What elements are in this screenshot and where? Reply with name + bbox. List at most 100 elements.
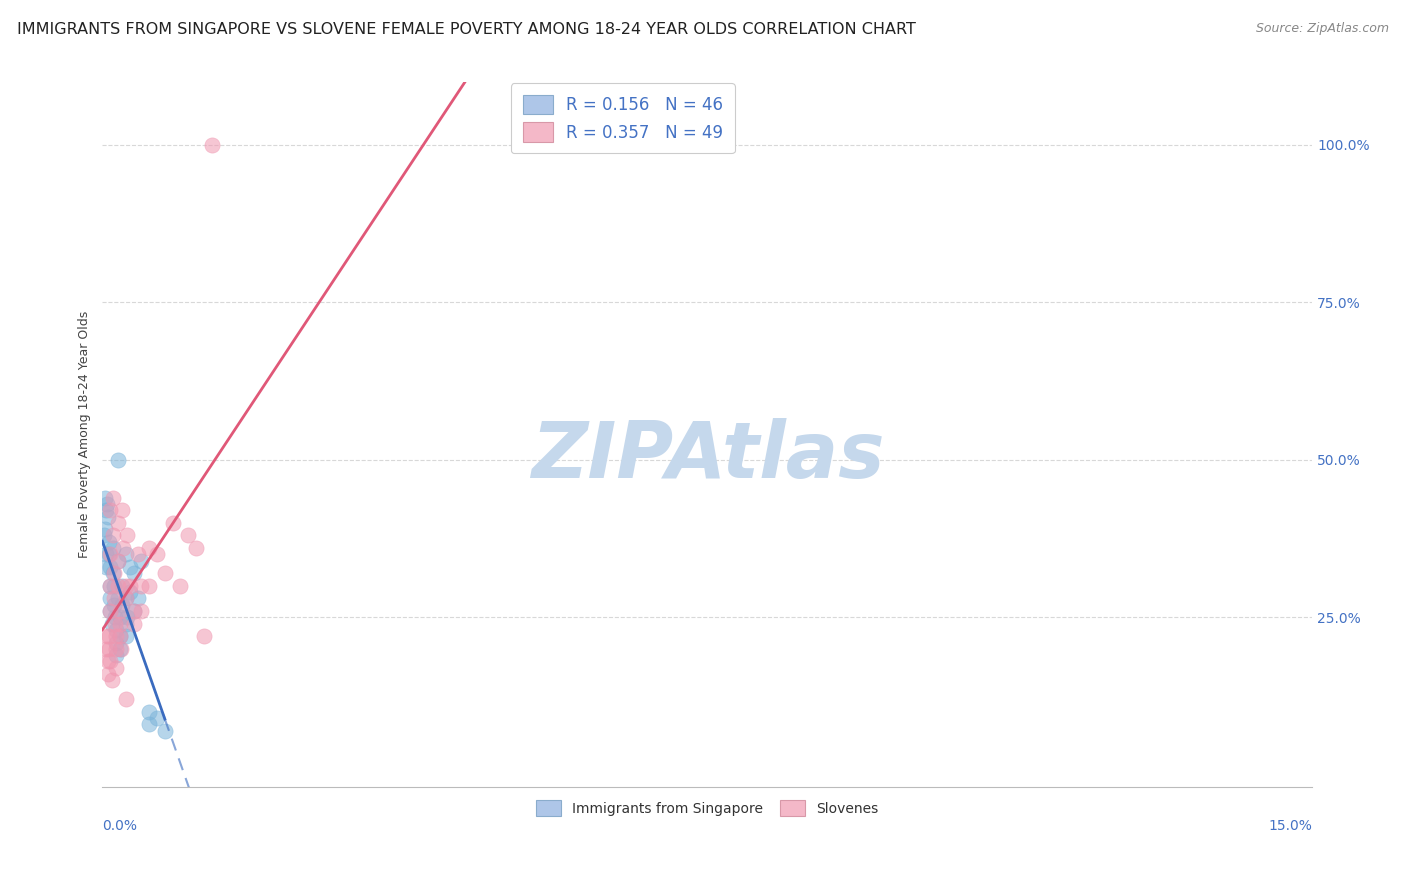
Point xyxy=(111,503,134,517)
Point xyxy=(162,516,184,530)
Point xyxy=(98,641,121,656)
Point xyxy=(118,560,141,574)
Point xyxy=(105,635,128,649)
Point xyxy=(117,528,139,542)
Point xyxy=(114,616,136,631)
Point xyxy=(177,528,200,542)
Point xyxy=(107,591,129,606)
Point xyxy=(111,579,134,593)
Y-axis label: Female Poverty Among 18-24 Year Olds: Female Poverty Among 18-24 Year Olds xyxy=(79,311,91,558)
Point xyxy=(107,516,129,530)
Point xyxy=(93,522,115,536)
Point xyxy=(122,604,145,618)
Point xyxy=(122,616,145,631)
Point xyxy=(108,629,131,643)
Point xyxy=(110,629,132,643)
Point xyxy=(98,604,121,618)
Point xyxy=(98,548,121,562)
Point xyxy=(107,579,129,593)
Point xyxy=(131,604,153,618)
Point xyxy=(98,548,121,562)
Point xyxy=(108,610,131,624)
Point xyxy=(138,717,160,731)
Point xyxy=(105,661,128,675)
Point xyxy=(101,541,124,555)
Point xyxy=(138,541,160,555)
Point xyxy=(114,629,136,643)
Text: ZIPAtlas: ZIPAtlas xyxy=(530,417,884,494)
Point xyxy=(108,616,131,631)
Point xyxy=(104,623,127,637)
Point xyxy=(138,579,160,593)
Point xyxy=(98,560,121,574)
Point xyxy=(110,641,132,656)
Point xyxy=(122,566,145,581)
Point xyxy=(98,579,121,593)
Text: 0.0%: 0.0% xyxy=(103,819,138,833)
Point xyxy=(184,541,207,555)
Point xyxy=(103,566,125,581)
Point xyxy=(153,566,176,581)
Point xyxy=(122,604,145,618)
Point xyxy=(146,711,169,725)
Point xyxy=(107,554,129,568)
Point xyxy=(127,591,149,606)
Point xyxy=(193,629,215,643)
Point xyxy=(103,598,125,612)
Point xyxy=(114,579,136,593)
Point xyxy=(146,548,169,562)
Point xyxy=(97,509,120,524)
Point xyxy=(94,503,117,517)
Point xyxy=(98,503,121,517)
Point xyxy=(104,616,127,631)
Point xyxy=(97,667,120,681)
Point xyxy=(107,554,129,568)
Point xyxy=(98,591,121,606)
Point xyxy=(105,641,128,656)
Point xyxy=(104,610,127,624)
Point xyxy=(118,585,141,599)
Point xyxy=(107,453,129,467)
Point xyxy=(114,548,136,562)
Point xyxy=(97,629,120,643)
Point xyxy=(111,598,134,612)
Point xyxy=(110,641,132,656)
Point xyxy=(97,655,120,669)
Point xyxy=(98,579,121,593)
Point xyxy=(114,591,136,606)
Point xyxy=(114,591,136,606)
Point xyxy=(118,579,141,593)
Point xyxy=(169,579,191,593)
Point xyxy=(96,641,118,656)
Point xyxy=(131,579,153,593)
Point xyxy=(100,673,122,688)
Point xyxy=(201,137,224,152)
Point xyxy=(98,604,121,618)
Point xyxy=(97,534,120,549)
Point xyxy=(114,692,136,706)
Point xyxy=(138,705,160,719)
Point xyxy=(101,491,124,505)
Point xyxy=(111,541,134,555)
Point xyxy=(153,723,176,738)
Point xyxy=(96,497,118,511)
Point xyxy=(127,548,149,562)
Text: Source: ZipAtlas.com: Source: ZipAtlas.com xyxy=(1256,22,1389,36)
Text: 15.0%: 15.0% xyxy=(1268,819,1312,833)
Point xyxy=(103,566,125,581)
Point xyxy=(105,648,128,663)
Point xyxy=(108,604,131,618)
Point xyxy=(103,579,125,593)
Point xyxy=(96,560,118,574)
Point xyxy=(96,629,118,643)
Point xyxy=(103,528,125,542)
Legend: Immigrants from Singapore, Slovenes: Immigrants from Singapore, Slovenes xyxy=(530,793,886,823)
Point xyxy=(96,548,118,562)
Point xyxy=(100,616,122,631)
Text: IMMIGRANTS FROM SINGAPORE VS SLOVENE FEMALE POVERTY AMONG 18-24 YEAR OLDS CORREL: IMMIGRANTS FROM SINGAPORE VS SLOVENE FEM… xyxy=(17,22,915,37)
Point xyxy=(117,610,139,624)
Point xyxy=(131,554,153,568)
Point xyxy=(93,491,115,505)
Point xyxy=(98,655,121,669)
Point xyxy=(93,528,115,542)
